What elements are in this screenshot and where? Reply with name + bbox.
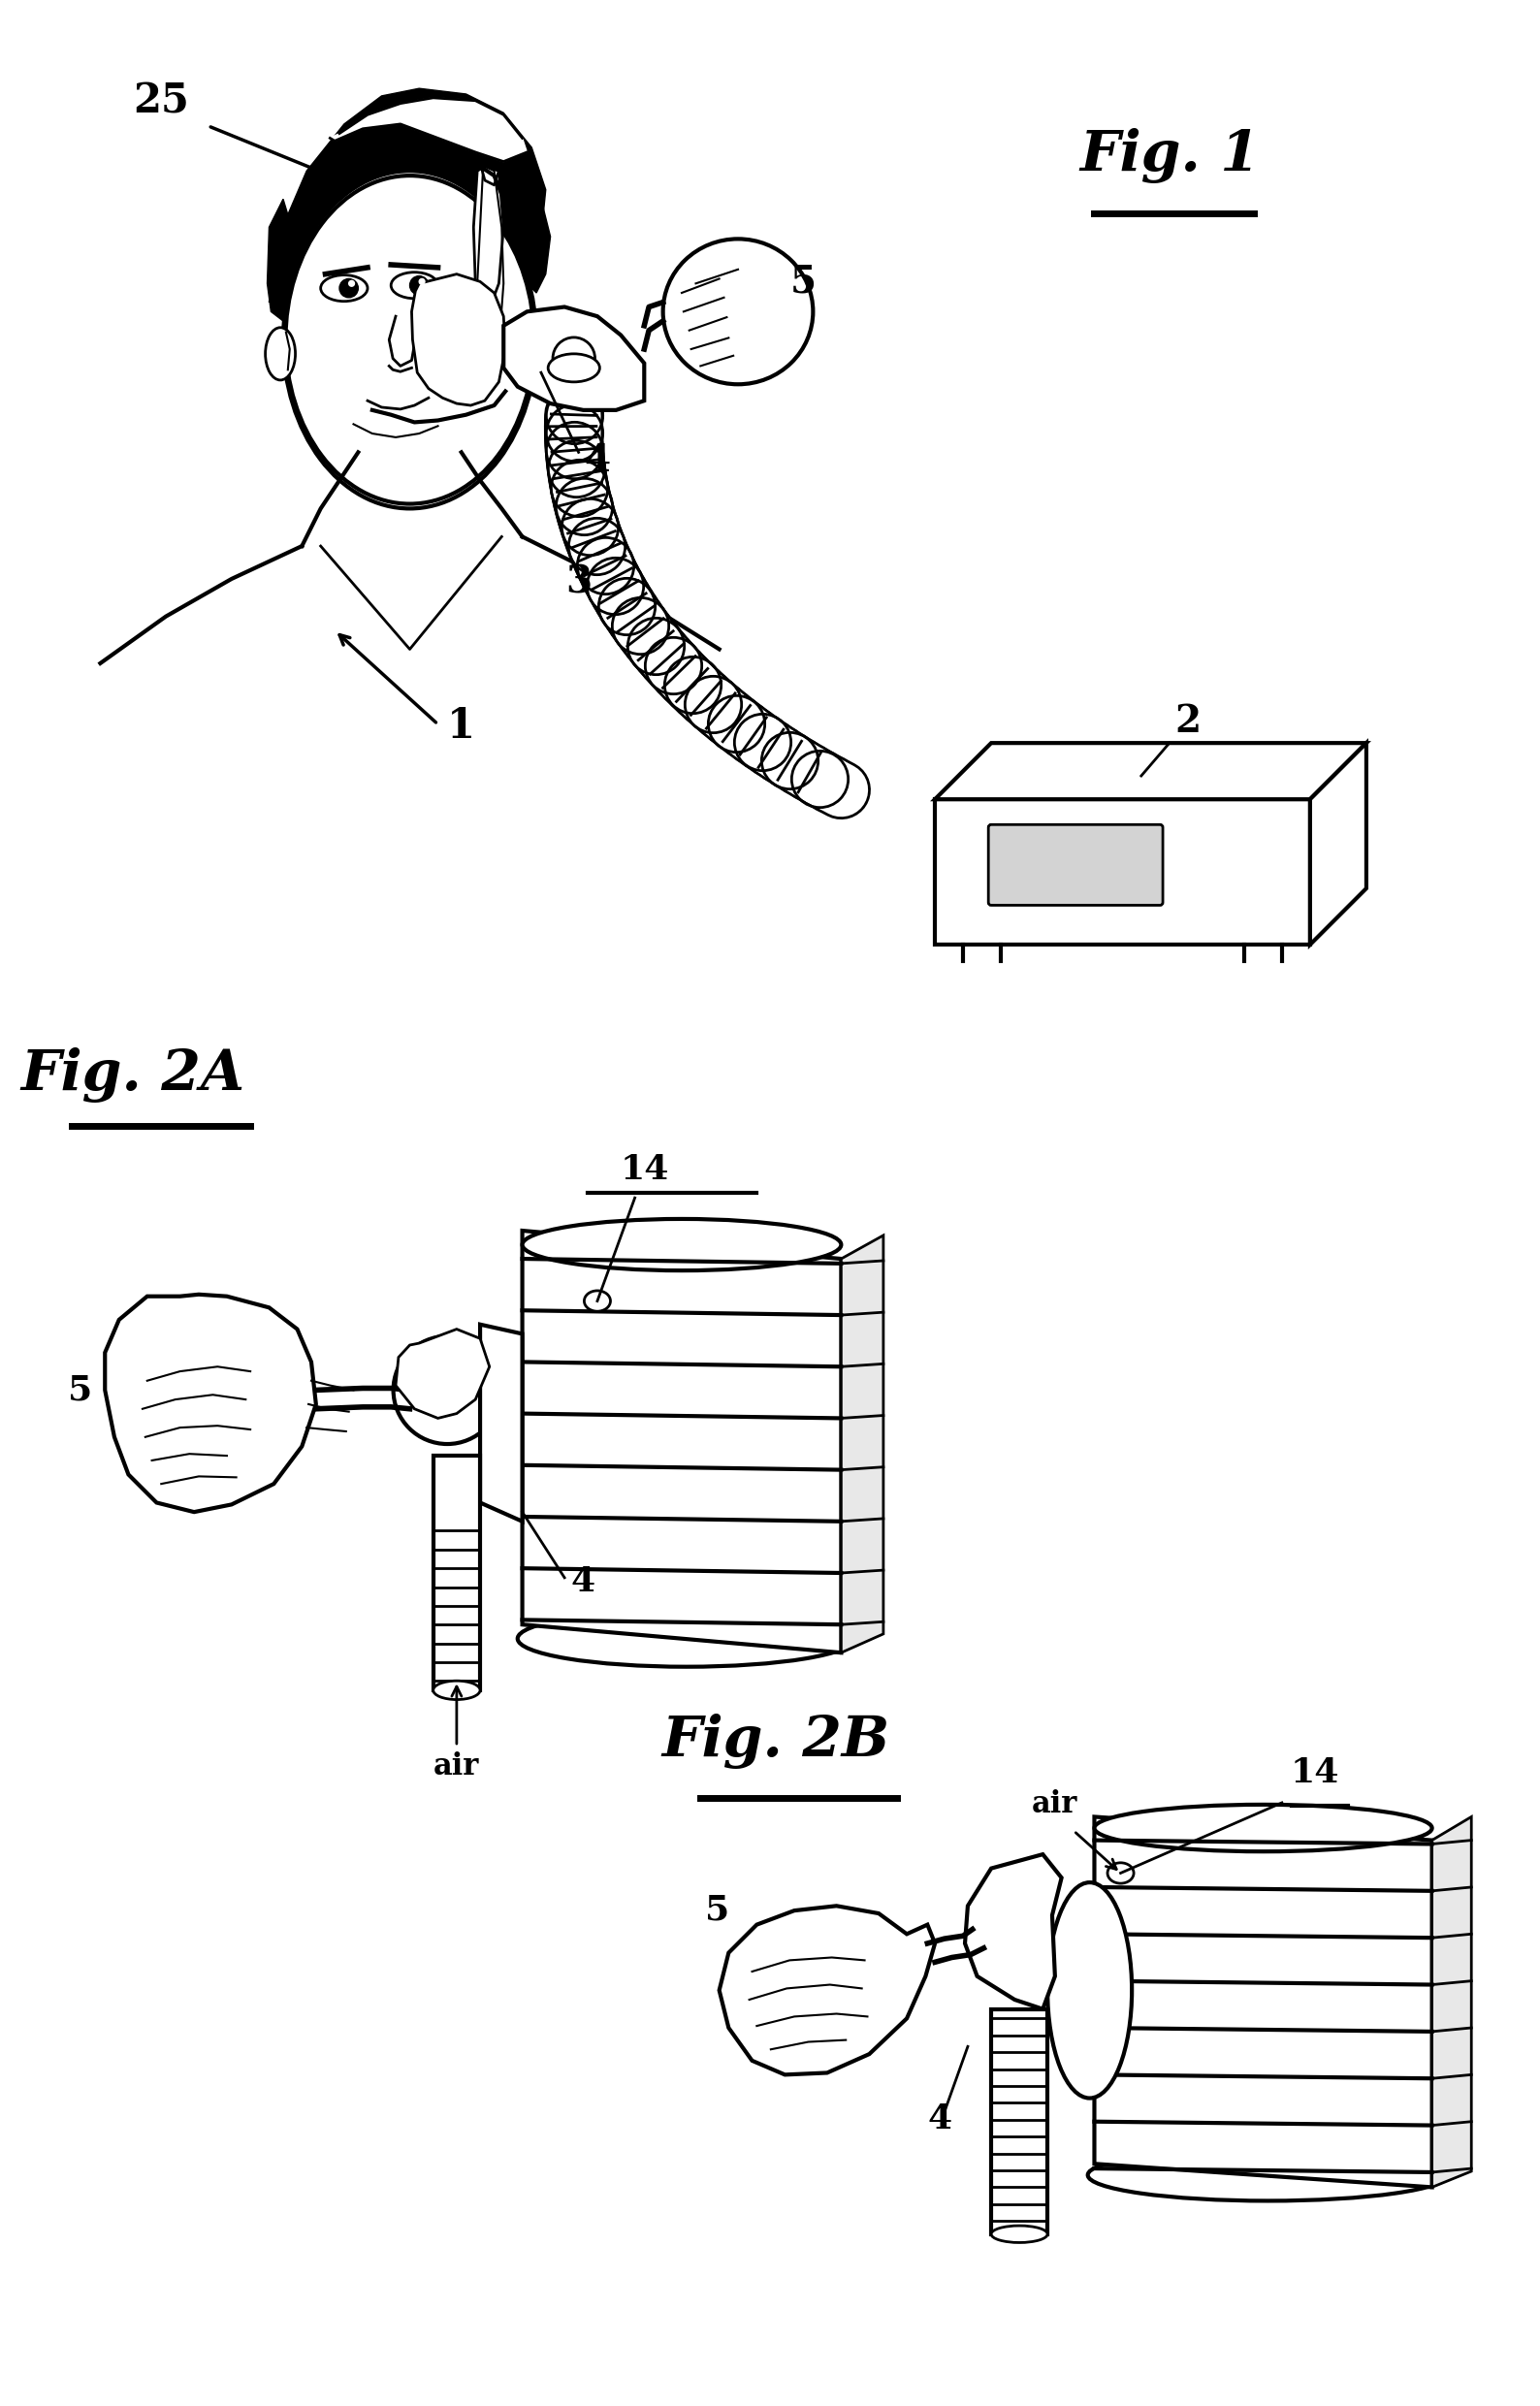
Polygon shape [517, 200, 550, 294]
Polygon shape [1095, 1817, 1432, 2187]
Ellipse shape [419, 279, 425, 284]
Ellipse shape [1087, 2149, 1448, 2201]
Ellipse shape [522, 1220, 841, 1270]
Ellipse shape [553, 337, 594, 380]
Polygon shape [522, 1229, 841, 1653]
Polygon shape [1432, 1817, 1471, 2187]
Ellipse shape [992, 2226, 1047, 2242]
Text: 4: 4 [584, 443, 610, 479]
Ellipse shape [1095, 1804, 1432, 1853]
Polygon shape [1311, 743, 1366, 946]
Polygon shape [841, 1234, 884, 1653]
Ellipse shape [433, 1682, 480, 1699]
Polygon shape [480, 1323, 522, 1521]
Text: 4: 4 [927, 2103, 952, 2137]
Polygon shape [935, 743, 1366, 799]
Text: 5: 5 [705, 1894, 730, 1927]
Polygon shape [330, 99, 527, 161]
Ellipse shape [664, 238, 813, 385]
Ellipse shape [348, 282, 354, 286]
Text: 5: 5 [68, 1374, 92, 1405]
Ellipse shape [548, 354, 599, 383]
Text: 3: 3 [565, 563, 591, 602]
Text: air: air [1032, 1788, 1078, 1819]
Ellipse shape [391, 272, 437, 298]
Polygon shape [396, 1328, 490, 1417]
Text: 14: 14 [619, 1152, 668, 1186]
Ellipse shape [320, 274, 368, 301]
Polygon shape [992, 2009, 1047, 2235]
Ellipse shape [285, 176, 534, 503]
Ellipse shape [393, 1335, 501, 1444]
Text: 2: 2 [1175, 703, 1201, 739]
Polygon shape [411, 274, 505, 404]
Text: 4: 4 [571, 1566, 596, 1598]
Ellipse shape [265, 327, 296, 380]
Ellipse shape [339, 279, 359, 298]
Text: Fig. 2B: Fig. 2B [662, 1713, 890, 1768]
Ellipse shape [1047, 1881, 1132, 2098]
Text: 25: 25 [132, 82, 189, 123]
Text: 1: 1 [447, 707, 476, 746]
FancyBboxPatch shape [989, 825, 1163, 905]
Polygon shape [433, 1456, 480, 1689]
Polygon shape [473, 166, 504, 320]
Polygon shape [966, 1855, 1061, 2009]
Text: 5: 5 [790, 265, 816, 301]
Ellipse shape [410, 277, 428, 294]
Ellipse shape [1107, 1862, 1133, 1884]
Polygon shape [105, 1294, 316, 1511]
Ellipse shape [584, 1290, 610, 1311]
Ellipse shape [517, 1610, 855, 1667]
Polygon shape [719, 1906, 935, 2074]
Text: 14: 14 [1291, 1756, 1340, 1790]
Polygon shape [270, 89, 545, 303]
Ellipse shape [283, 171, 536, 508]
Text: air: air [434, 1752, 479, 1780]
Text: Fig. 2A: Fig. 2A [22, 1047, 245, 1102]
Polygon shape [268, 200, 297, 320]
Text: Fig. 1: Fig. 1 [1080, 128, 1260, 183]
Polygon shape [935, 799, 1311, 946]
Polygon shape [504, 308, 644, 409]
